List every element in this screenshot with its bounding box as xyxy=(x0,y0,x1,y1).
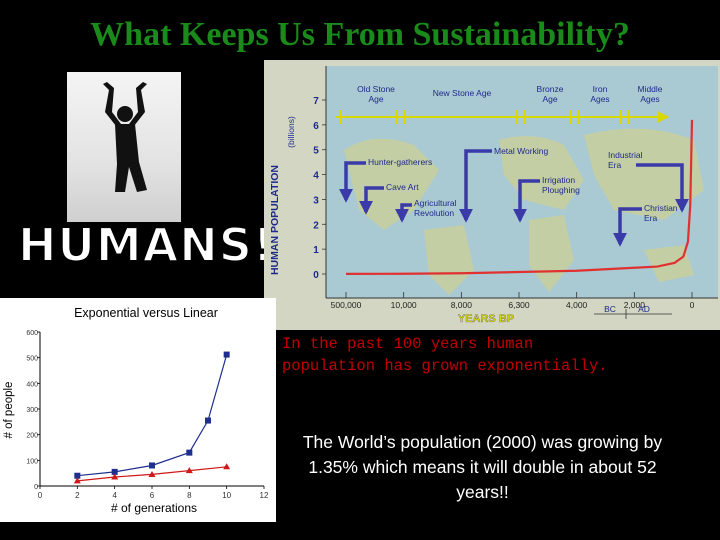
milestone-arrow xyxy=(459,149,492,223)
milestone-arrow xyxy=(339,161,366,203)
population-y-axis-unit: (billions) xyxy=(286,116,296,148)
exp-x-tick-label: 10 xyxy=(222,491,231,500)
population-x-tick-label: 10,000 xyxy=(391,300,417,310)
milestone-label: Irrigation Ploughing xyxy=(542,175,580,195)
era-label: Iron Ages xyxy=(590,84,609,104)
exp-x-tick-label: 6 xyxy=(150,491,155,500)
exp-data-point xyxy=(74,472,81,479)
population-y-axis-label: HUMAN POPULATION xyxy=(269,165,281,275)
milestone-label: Agricultural Revolution xyxy=(414,198,457,218)
milestone-arrow xyxy=(359,186,384,215)
milestone-arrow xyxy=(636,163,689,213)
population-x-tick-label: 2,000 xyxy=(624,300,646,310)
human-silhouette-icon xyxy=(103,82,147,192)
population-y-tick-label: 2 xyxy=(313,220,319,231)
exp-y-tick-label: 600 xyxy=(26,330,38,337)
population-x-tick-label: 4,000 xyxy=(566,300,588,310)
population-curve xyxy=(345,119,694,275)
exp-x-axis-label: # of generations xyxy=(111,501,197,515)
exp-data-point xyxy=(223,351,230,358)
era-label: Middle Ages xyxy=(637,84,662,104)
population-x-axis-label: YEARS BP xyxy=(458,313,514,325)
population-y-tick-label: 4 xyxy=(313,171,319,182)
slide-title: What Keeps Us From Sustainability? xyxy=(90,16,630,53)
population-fact: The World’s population (2000) was growin… xyxy=(302,432,663,502)
exponential-vs-linear-chart: Exponential versus Linear 0 100 200 300 400 5… xyxy=(0,298,276,522)
exp-x-tick-label: 2 xyxy=(75,491,80,500)
milestone-arrow xyxy=(395,203,412,223)
exp-data-point xyxy=(111,468,118,475)
exponential-vs-linear-svg: Exponential versus Linear 01002003004005… xyxy=(3,306,269,515)
milestone-label: Industrial Era xyxy=(608,150,643,170)
milestone-label: Metal Working xyxy=(494,146,548,156)
population-x-tick-label: 8,000 xyxy=(451,300,473,310)
population-y-tick-label: 6 xyxy=(313,121,319,132)
exp-x-tick-label: 12 xyxy=(260,491,269,500)
exp-x-tick-label: 0 xyxy=(38,491,43,500)
milestone-label: Cave Art xyxy=(386,182,419,192)
exp-y-tick-label: 500 xyxy=(26,356,38,363)
linear-data-point xyxy=(223,463,231,470)
era-label: Old Stone Age xyxy=(357,84,395,104)
population-y-tick-label: 7 xyxy=(313,96,319,107)
exp-y-tick-label: 400 xyxy=(26,381,38,388)
era-label: Bronze Age xyxy=(537,84,564,104)
milestone-label: Hunter-gatherers xyxy=(368,157,432,167)
bc-label: BC xyxy=(604,304,616,314)
exp-x-tick-label: 4 xyxy=(112,491,117,500)
ad-label: AD xyxy=(638,304,650,314)
exp-series-line xyxy=(77,354,228,477)
linear-data-point xyxy=(111,473,119,480)
humans-label: HUMANS!! xyxy=(17,217,297,273)
population-y-tick-label: 5 xyxy=(313,146,319,157)
exp-y-tick-label: 300 xyxy=(26,407,38,414)
human-silhouette-photo xyxy=(67,72,181,222)
exp-y-tick-label: 0 xyxy=(34,484,38,491)
linear-data-point xyxy=(148,470,156,477)
exp-data-point xyxy=(149,462,155,469)
population-y-tick-label: 0 xyxy=(313,270,319,281)
population-y-tick-label: 1 xyxy=(313,245,319,256)
exp-y-axis-label: # of people xyxy=(3,382,15,439)
exp-chart-title: Exponential versus Linear xyxy=(74,306,218,320)
population-history-chart: 0 1 2 3 4 5 6 7 500,000 10,000 8,000 6,300 4,000 2,0… xyxy=(264,60,720,330)
exp-data-point xyxy=(205,417,211,424)
growth-caption: In the past 100 years human population h… xyxy=(282,335,608,375)
linear-data-point xyxy=(185,467,193,474)
population-x-tick-label: 500,000 xyxy=(331,300,362,310)
population-x-tick-label: 0 xyxy=(690,300,695,310)
exp-x-tick-label: 8 xyxy=(187,491,192,500)
era-label: New Stone Age xyxy=(433,88,492,98)
milestone-arrow xyxy=(613,207,642,247)
linear-data-point xyxy=(73,477,81,484)
milestone-arrow xyxy=(513,179,540,223)
exp-y-tick-label: 200 xyxy=(26,433,38,440)
population-history-svg: 0 1 2 3 4 5 6 7 500,000 10,000 8,000 6,300 4,000 2,0… xyxy=(269,66,718,325)
population-x-tick-label: 6,300 xyxy=(508,300,530,310)
population-y-tick-label: 3 xyxy=(313,195,319,206)
exp-data-point xyxy=(186,449,193,456)
milestone-label: Christian Era xyxy=(644,203,678,223)
exp-y-tick-label: 100 xyxy=(26,458,38,465)
